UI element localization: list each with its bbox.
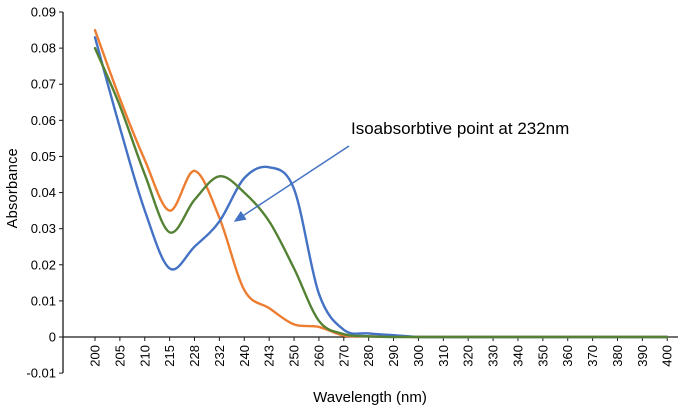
x-tick-label: 210 — [137, 345, 152, 367]
x-tick-label: 400 — [660, 345, 675, 367]
series-line-blue — [93, 36, 669, 339]
x-tick-label: 228 — [187, 345, 202, 367]
y-tick-label: 0.03 — [31, 221, 56, 236]
x-tick-label: 320 — [461, 345, 476, 367]
x-tick-label: 243 — [262, 345, 277, 367]
y-tick-label: 0.09 — [31, 5, 56, 20]
y-tick-label: 0.06 — [31, 113, 56, 128]
annotation-arrow — [233, 145, 350, 222]
x-tick-label: 200 — [88, 345, 103, 367]
x-tick-labels: 200 205 210 215 228 232 240 243 250 260 270 280 290 3… — [88, 337, 675, 367]
x-tick-label: 350 — [535, 345, 550, 367]
y-tick-label: 0.02 — [31, 257, 56, 272]
y-axis-title: Absorbance — [5, 148, 21, 229]
x-tick-label: 260 — [311, 345, 326, 367]
y-tick-label: 0 — [49, 330, 56, 345]
x-tick-label: 380 — [610, 345, 625, 367]
x-tick-label: 240 — [237, 345, 252, 367]
x-tick-label: 370 — [585, 345, 600, 367]
x-tick-label: 340 — [510, 345, 525, 367]
x-tick-label: 300 — [411, 345, 426, 367]
y-tick-label: 0.08 — [31, 41, 56, 56]
x-tick-label: 215 — [162, 345, 177, 367]
y-tick-label: 0.04 — [31, 185, 56, 200]
y-tick-labels: 0.09 0.08 0.07 0.06 0.05 0.04 0.03 0.02 0.01 0 -0.… — [26, 5, 63, 381]
annotation-text: Isoabsorbtive point at 232nm — [351, 119, 570, 138]
x-tick-label: 280 — [361, 345, 376, 367]
x-tick-label: 250 — [287, 345, 302, 367]
x-axis-title: Wavelength (nm) — [313, 389, 427, 406]
x-tick-label: 330 — [486, 345, 501, 367]
x-tick-label: 270 — [336, 345, 351, 367]
x-tick-label: 205 — [112, 345, 127, 367]
y-tick-label: 0.01 — [31, 293, 56, 308]
y-tick-label: 0.05 — [31, 149, 56, 164]
x-tick-label: 290 — [386, 345, 401, 367]
x-tick-label: 310 — [436, 345, 451, 367]
series-line-orange — [93, 28, 669, 339]
y-tick-label: 0.07 — [31, 77, 56, 92]
x-tick-label: 390 — [635, 345, 650, 367]
series-line-green — [93, 46, 669, 339]
x-tick-label: 232 — [212, 345, 227, 367]
x-tick-label: 360 — [560, 345, 575, 367]
y-tick-label: -0.01 — [26, 366, 56, 381]
